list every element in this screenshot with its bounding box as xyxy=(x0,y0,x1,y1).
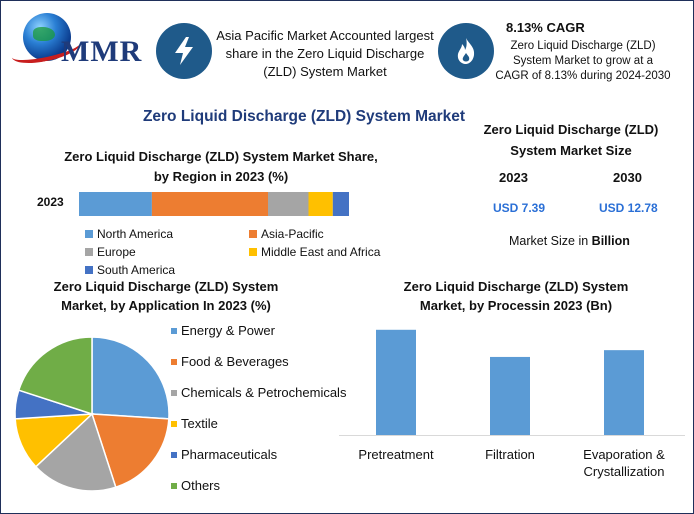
region-legend: North America Asia-Pacific Europe Middle Ea… xyxy=(85,227,405,279)
market-size-year-2030: 2030 xyxy=(613,170,642,185)
pie-slice-chemicals-petrochemicals xyxy=(34,412,117,492)
legend-label: Energy & Power xyxy=(181,323,275,338)
market-size-year-2023: 2023 xyxy=(499,170,528,185)
legend-swatch xyxy=(85,266,93,274)
application-chart-title: Zero Liquid Discharge (ZLD) System Marke… xyxy=(53,279,279,313)
application-legend-item: Chemicals & Petrochemicals xyxy=(171,385,346,400)
region-legend-item: Middle East and Africa xyxy=(249,245,380,259)
process-category-label: Evaporation & Crystallization xyxy=(583,447,665,479)
legend-label: South America xyxy=(97,263,176,277)
legend-swatch xyxy=(249,230,257,238)
legend-swatch xyxy=(171,327,177,334)
page-title: Zero Liquid Discharge (ZLD) System Marke… xyxy=(142,108,466,125)
region-stacked-bar xyxy=(79,192,349,216)
region-segment-europe xyxy=(268,192,309,216)
legend-label: Textile xyxy=(181,416,218,431)
region-legend-item: Asia-Pacific xyxy=(249,227,324,241)
region-segment-asia-pacific xyxy=(151,192,268,216)
flame-icon xyxy=(438,23,494,79)
legend-swatch xyxy=(171,389,177,396)
region-category-label: 2023 xyxy=(37,195,64,209)
region-legend-item: South America xyxy=(85,263,175,277)
market-size-value-2023: USD 7.39 xyxy=(493,201,546,215)
pie-slice-energy-power xyxy=(91,336,170,420)
legend-swatch xyxy=(249,248,257,256)
process-category-label: Pretreatment xyxy=(358,447,434,462)
process-bar-pretreatment xyxy=(376,329,416,435)
logo-text: MMR xyxy=(61,35,143,68)
mmr-logo: MMR xyxy=(9,9,143,73)
process-bar-evaporation-crystallization xyxy=(604,350,644,435)
market-size-unit-bold: Billion xyxy=(591,234,630,248)
cagr-title: 8.13% CAGR xyxy=(506,20,585,35)
legend-label: Food & Beverages xyxy=(181,354,289,369)
legend-label: Europe xyxy=(97,245,136,259)
process-bar-chart xyxy=(339,329,685,436)
legend-swatch xyxy=(171,420,177,427)
market-size-unit: Market Size in Billion xyxy=(509,234,630,248)
legend-label: North America xyxy=(97,227,174,241)
legend-swatch xyxy=(85,248,93,256)
pie-slice-others xyxy=(17,336,93,416)
application-legend-item: Pharmaceuticals xyxy=(171,447,277,462)
legend-swatch xyxy=(171,358,177,365)
legend-label: Pharmaceuticals xyxy=(181,447,278,462)
market-size-unit-prefix: Market Size in xyxy=(509,234,592,248)
market-size-value-2030: USD 12.78 xyxy=(599,201,658,215)
application-pie-chart xyxy=(14,336,170,492)
region-chart-title: Zero Liquid Discharge (ZLD) System Marke… xyxy=(64,149,378,184)
legend-label: Asia-Pacific xyxy=(261,227,324,241)
legend-swatch xyxy=(85,230,93,238)
highlight-asia-pacific: Asia Pacific Market Accounted largest sh… xyxy=(216,28,434,79)
process-bar-filtration xyxy=(490,356,530,435)
application-legend-item: Energy & Power xyxy=(171,323,275,338)
region-segment-north-america xyxy=(79,192,152,216)
legend-label: Chemicals & Petrochemicals xyxy=(181,385,347,400)
legend-label: Others xyxy=(181,478,221,493)
application-legend-item: Others xyxy=(171,478,220,493)
cagr-text: Zero Liquid Discharge (ZLD) System Marke… xyxy=(495,40,671,82)
process-chart-title: Zero Liquid Discharge (ZLD) System Marke… xyxy=(403,279,629,313)
region-segment-south-america xyxy=(332,192,349,216)
region-segment-middle-east-and-africa xyxy=(308,192,333,216)
process-category-label: Filtration xyxy=(485,447,535,462)
market-size-title: Zero Liquid Discharge (ZLD) System Marke… xyxy=(483,122,659,158)
lightning-icon xyxy=(156,23,212,79)
globe-icon xyxy=(23,13,71,61)
region-legend-item: Europe xyxy=(85,245,136,259)
legend-swatch xyxy=(171,451,177,458)
legend-label: Middle East and Africa xyxy=(261,245,381,259)
application-legend-item: Textile xyxy=(171,416,218,431)
pie-slice-food-beverages xyxy=(90,413,170,489)
application-legend-item: Food & Beverages xyxy=(171,354,289,369)
legend-swatch xyxy=(171,482,177,489)
region-legend-item: North America xyxy=(85,227,173,241)
